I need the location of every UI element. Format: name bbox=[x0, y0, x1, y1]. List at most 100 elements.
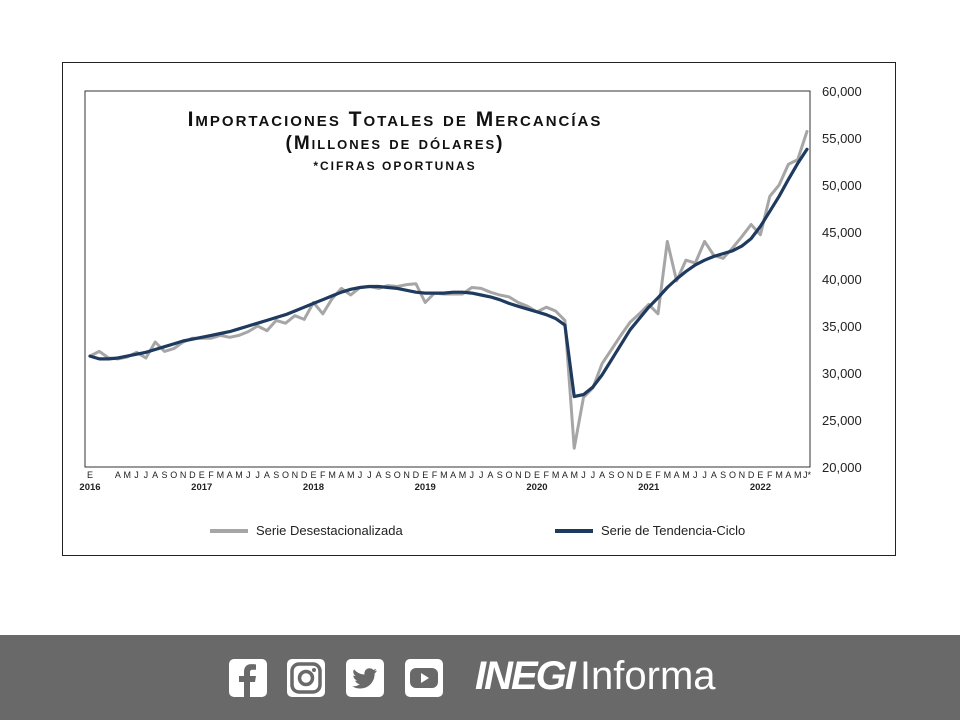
x-month-label: J* bbox=[803, 470, 812, 480]
x-year-label: 2017 bbox=[191, 482, 212, 493]
y-tick-label: 20,000 bbox=[822, 460, 862, 475]
data-point-tendencia bbox=[126, 355, 128, 357]
data-point-desestacionalizada bbox=[731, 247, 734, 249]
x-month-label: E bbox=[199, 470, 205, 480]
data-point-tendencia bbox=[620, 344, 622, 346]
data-point-tendencia bbox=[247, 325, 249, 327]
plot-area bbox=[84, 90, 811, 468]
data-point-tendencia bbox=[638, 317, 641, 320]
data-point-desestacionalizada bbox=[508, 296, 510, 298]
data-point-desestacionalizada bbox=[564, 319, 566, 321]
x-month-label: A bbox=[674, 470, 680, 480]
x-month-label: J bbox=[479, 470, 484, 480]
data-point-desestacionalizada bbox=[769, 195, 771, 197]
x-month-label: J bbox=[693, 470, 698, 480]
data-point-tendencia bbox=[331, 295, 333, 297]
data-point-tendencia bbox=[89, 355, 91, 357]
data-point-desestacionalizada bbox=[415, 283, 417, 285]
data-point-tendencia bbox=[173, 343, 175, 345]
x-month-label: S bbox=[608, 470, 614, 480]
x-month-label: M bbox=[347, 470, 355, 480]
data-point-tendencia bbox=[676, 278, 678, 280]
x-month-label: N bbox=[403, 470, 410, 480]
data-point-tendencia bbox=[424, 292, 426, 294]
data-point-desestacionalizada bbox=[499, 294, 501, 296]
data-point-tendencia bbox=[443, 292, 445, 294]
y-axis-ticks: 60,000 55,000 50,000 45,000 40,000 35,000 30,0… bbox=[822, 84, 862, 475]
data-point-desestacionalizada bbox=[275, 319, 277, 321]
y-tick-label: 35,000 bbox=[822, 319, 862, 334]
legend-swatch-navy bbox=[555, 528, 593, 533]
data-point-desestacionalizada bbox=[610, 348, 613, 351]
data-point-tendencia bbox=[396, 287, 398, 289]
x-month-label: E bbox=[87, 470, 93, 480]
x-month-label: J bbox=[144, 470, 149, 480]
data-point-desestacionalizada bbox=[98, 350, 100, 352]
instagram-icon[interactable] bbox=[287, 659, 325, 697]
x-month-label: E bbox=[422, 470, 428, 480]
x-month-label: S bbox=[273, 470, 279, 480]
x-month-label: F bbox=[208, 470, 214, 480]
data-point-tendencia bbox=[108, 358, 110, 360]
data-point-tendencia bbox=[741, 245, 743, 247]
x-month-label: F bbox=[767, 470, 773, 480]
data-point-tendencia bbox=[322, 299, 324, 301]
x-month-label: J bbox=[367, 470, 372, 480]
x-month-label: O bbox=[282, 470, 289, 480]
data-point-tendencia bbox=[480, 294, 482, 296]
y-tick-label: 55,000 bbox=[822, 131, 862, 146]
data-point-desestacionalizada bbox=[797, 159, 799, 161]
y-tick-label: 45,000 bbox=[822, 225, 862, 240]
x-month-label: J bbox=[581, 470, 586, 480]
data-point-desestacionalizada bbox=[489, 291, 491, 293]
x-year-label: 2018 bbox=[303, 482, 324, 493]
data-point-desestacionalizada bbox=[340, 287, 342, 289]
x-month-label: A bbox=[115, 470, 121, 480]
data-point-tendencia bbox=[508, 302, 510, 304]
x-year-label: 2016 bbox=[79, 482, 100, 493]
data-point-tendencia bbox=[731, 250, 734, 252]
data-point-tendencia bbox=[182, 340, 184, 342]
x-month-label: S bbox=[497, 470, 503, 480]
x-month-label: J bbox=[246, 470, 251, 480]
x-month-label: N bbox=[180, 470, 187, 480]
x-month-label: E bbox=[534, 470, 540, 480]
chart-note: *cifras oportunas bbox=[85, 159, 705, 173]
x-month-label: M bbox=[123, 470, 131, 480]
legend-item-tendencia: Serie de Tendencia-Ciclo bbox=[555, 523, 745, 538]
data-point-tendencia bbox=[387, 286, 389, 289]
inegi-informa-logo: INEGI Informa bbox=[475, 652, 716, 700]
data-point-desestacionalizada bbox=[545, 306, 547, 308]
x-year-label: 2021 bbox=[638, 482, 660, 493]
twitter-icon[interactable] bbox=[346, 659, 384, 697]
x-month-label: M bbox=[328, 470, 336, 480]
x-month-label: A bbox=[450, 470, 456, 480]
data-point-tendencia bbox=[145, 351, 147, 353]
data-point-desestacionalizada bbox=[638, 313, 641, 315]
data-point-tendencia bbox=[564, 324, 566, 326]
series-line-tendencia bbox=[88, 147, 809, 399]
x-month-label: D bbox=[189, 470, 196, 480]
x-month-label: M bbox=[682, 470, 690, 480]
data-point-tendencia bbox=[629, 329, 631, 331]
data-point-tendencia bbox=[694, 264, 696, 266]
facebook-icon[interactable] bbox=[229, 659, 267, 697]
footer-bar bbox=[0, 635, 960, 720]
x-month-label: O bbox=[729, 470, 736, 480]
data-point-tendencia bbox=[610, 359, 613, 361]
chart-title: Importaciones Totales de Mercancías bbox=[187, 108, 603, 131]
data-point-desestacionalizada bbox=[284, 322, 287, 324]
data-point-desestacionalizada bbox=[303, 318, 305, 320]
data-point-tendencia bbox=[415, 291, 417, 293]
data-point-tendencia bbox=[582, 394, 585, 396]
data-point-tendencia bbox=[238, 328, 240, 330]
youtube-icon[interactable] bbox=[405, 659, 443, 697]
data-point-tendencia bbox=[666, 286, 668, 289]
x-month-label: M bbox=[664, 470, 672, 480]
x-month-label: M bbox=[552, 470, 560, 480]
x-month-label: M bbox=[235, 470, 243, 480]
data-point-tendencia bbox=[191, 338, 193, 340]
data-point-tendencia bbox=[648, 306, 650, 308]
